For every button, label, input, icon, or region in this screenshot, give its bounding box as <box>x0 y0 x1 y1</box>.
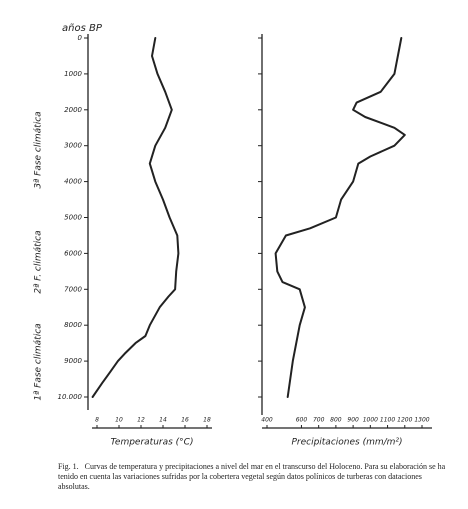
x-tick-label: 1000 <box>363 417 378 424</box>
x-tick-label: 400 <box>261 417 273 424</box>
phase-label: 1ª Fase climática <box>34 323 44 400</box>
x-axis-label: Temperaturas (°C) <box>111 438 194 448</box>
caption-label: Fig. 1. <box>58 462 79 471</box>
y-tick-label: 9000 <box>64 357 82 365</box>
y-tick-label: 6000 <box>64 249 82 257</box>
y-axis-label: años BP <box>62 23 103 34</box>
caption: Fig. 1. Curvas de temperatura y precipita… <box>58 462 448 492</box>
y-tick-label: 2000 <box>64 106 82 114</box>
x-tick-label: 18 <box>203 417 211 424</box>
y-tick-label: 0 <box>78 34 83 42</box>
caption-text: Curvas de temperatura y precipitaciones … <box>58 462 446 491</box>
y-tick-label: 7000 <box>64 285 82 293</box>
data-line <box>274 37 406 398</box>
x-axis-label: Precipitaciones (mm/m²) <box>291 438 402 448</box>
x-tick-label: 16 <box>181 417 189 424</box>
y-tick-label: 8000 <box>64 321 82 329</box>
chart: años BP 3ª Fase climática 2ª F. climátic… <box>34 23 432 448</box>
x-tick-label: 12 <box>137 417 145 424</box>
x-tick-label: 900 <box>347 417 359 424</box>
x-tick-label: 1100 <box>380 417 395 424</box>
y-tick-label: 10.000 <box>58 393 83 401</box>
y-tick-label: 4000 <box>64 178 82 186</box>
y-tick-label: 5000 <box>64 214 82 222</box>
x-tick-label: 8 <box>95 417 99 424</box>
data-line <box>91 37 180 398</box>
x-tick-label: 700 <box>313 417 325 424</box>
y-tick-label: 3000 <box>64 142 82 150</box>
x-tick-label: 1300 <box>414 417 429 424</box>
x-tick-label: 600 <box>296 417 308 424</box>
x-tick-label: 14 <box>159 417 167 424</box>
phase-label: 3ª Fase climática <box>34 111 44 188</box>
phase-label: 2ª F. climática <box>34 230 44 293</box>
y-tick-label: 1000 <box>64 70 82 78</box>
x-tick-label: 800 <box>330 417 342 424</box>
x-tick-label: 10 <box>115 417 123 424</box>
x-tick-label: 1200 <box>397 417 412 424</box>
